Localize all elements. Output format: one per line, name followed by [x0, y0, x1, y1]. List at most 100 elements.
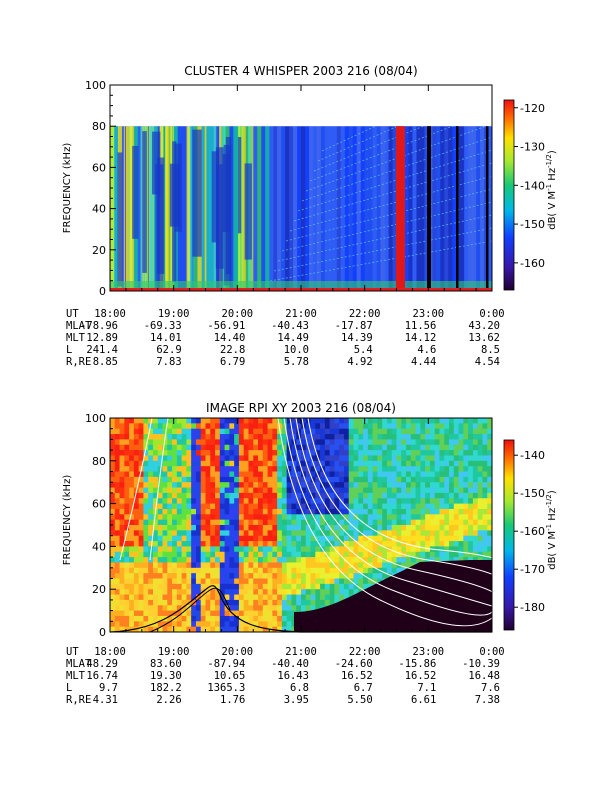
- ephemeris-value: -15.86: [398, 658, 436, 670]
- spectrogram-cell: [200, 444, 206, 451]
- ephemeris-value: 1365.3: [207, 682, 245, 694]
- spectrogram-cell: [157, 551, 164, 558]
- spectrogram-cell: [453, 450, 460, 456]
- spectrogram-cell: [200, 562, 206, 569]
- spectrogram-cell: [262, 615, 269, 622]
- spectrogram-cell: [195, 514, 202, 521]
- spectrogram-cell: [205, 460, 211, 467]
- spectrogram-cell: [238, 503, 245, 510]
- spectrogram-cell: [215, 476, 221, 483]
- spectrogram-cell: [119, 525, 125, 531]
- spectrogram-cell: [219, 530, 226, 537]
- spectrogram-cell: [219, 418, 226, 424]
- spectrogram-cell: [143, 471, 149, 478]
- spectrogram-cell: [133, 605, 140, 612]
- spectrogram-cell: [296, 594, 302, 601]
- spectrogram-cell: [129, 562, 135, 569]
- spectrogram-cell: [343, 541, 350, 547]
- ephemeris-value: 7.1: [417, 682, 436, 694]
- spectrogram-cell: [189, 126, 195, 288]
- spectrogram-cell: [157, 530, 164, 537]
- spectrogram-cell: [172, 514, 178, 521]
- spectrogram-cell: [219, 589, 226, 596]
- spectrogram-cell: [152, 610, 159, 617]
- spectrogram-cell: [272, 615, 278, 622]
- spectrogram-cell: [406, 551, 412, 558]
- spectrogram-cell: [114, 578, 121, 585]
- spectrogram-cell: [229, 615, 235, 622]
- spectrogram-cell: [334, 476, 340, 483]
- spectrogram-features-image: [109, 417, 514, 633]
- spectrogram-cell: [119, 423, 125, 430]
- spectrogram-cell: [148, 605, 154, 612]
- spectrogram-cell: [172, 471, 178, 478]
- spectrogram-cell: [310, 519, 316, 526]
- ephemeris-value: 13.62: [468, 332, 500, 344]
- spectrogram-cell: [320, 434, 326, 440]
- ephemeris-value: 4.54: [475, 356, 500, 368]
- spectrogram-cell: [363, 508, 369, 515]
- spectrogram-cell: [439, 551, 445, 558]
- spectrogram-cell: [372, 514, 378, 521]
- spectrogram-cell: [191, 567, 197, 574]
- spectrogram-cell: [468, 476, 474, 483]
- spectrogram-cell: [320, 439, 326, 446]
- spectrogram-cell: [129, 615, 135, 622]
- spectrogram-cell: [281, 541, 288, 547]
- spectrogram-cell: [296, 589, 302, 596]
- spectrogram-cell: [167, 589, 173, 596]
- spectrogram-cell: [487, 535, 492, 542]
- spectrogram-cell: [406, 460, 412, 467]
- ephemeris-value: 10.65: [214, 670, 246, 682]
- spectrogram-cell: [267, 476, 273, 483]
- spectrogram-cell: [191, 594, 197, 601]
- spectrogram-cell: [143, 487, 149, 494]
- spectrogram-cell: [305, 514, 312, 521]
- spectrogram-cell: [396, 508, 402, 515]
- spectrogram-cell: [124, 455, 130, 462]
- spectrogram-cell: [382, 423, 388, 430]
- spectrogram-cell: [110, 541, 116, 547]
- spectrogram-cell: [343, 434, 350, 440]
- spectrogram-cell: [382, 471, 388, 478]
- spectrogram-cell: [301, 541, 307, 547]
- spectrogram-cell: [377, 557, 383, 563]
- spectrogram-cell: [229, 498, 235, 505]
- spectrogram-cell: [205, 503, 211, 510]
- spectrogram-cell: [181, 514, 187, 521]
- ephemeris-value: 43.20: [468, 320, 500, 332]
- spectrogram-cell: [125, 126, 131, 288]
- spectrogram-cell: [468, 423, 474, 430]
- spectrogram-cell: [410, 535, 417, 542]
- spectrogram-cell: [167, 471, 173, 478]
- spectrogram-cell: [267, 546, 273, 553]
- spectrogram-cell: [229, 519, 235, 526]
- spectrogram-cell: [482, 535, 488, 542]
- spectrogram-cell: [124, 573, 130, 579]
- spectrogram-cell: [425, 508, 431, 515]
- spectrogram-cell: [229, 599, 235, 606]
- spectrogram-cell: [110, 599, 116, 606]
- spectrogram-cell: [143, 460, 149, 467]
- spectrogram-cell: [382, 434, 388, 440]
- spectrogram-cell: [477, 498, 483, 505]
- spectrogram-cell: [487, 434, 492, 440]
- spectrogram-cell: [401, 471, 407, 478]
- spectrogram-cell: [296, 514, 302, 521]
- spectrogram-cell: [329, 583, 335, 590]
- spectrogram-cell: [305, 594, 312, 601]
- spectrogram-cell: [277, 525, 283, 531]
- spectrogram-cell: [234, 514, 240, 521]
- spectrogram-cell: [272, 530, 278, 537]
- ephemeris-value: 5.50: [347, 694, 372, 706]
- spectrogram-cell: [186, 567, 192, 574]
- spectrogram-cell: [148, 525, 154, 531]
- spectrogram-cell: [110, 281, 492, 288]
- spectrogram-cell: [458, 455, 464, 462]
- spectrogram-cell: [176, 562, 183, 569]
- spectrogram-cell: [415, 418, 421, 424]
- spectrogram-cell: [296, 466, 302, 472]
- spectrogram-cell: [324, 487, 331, 494]
- spectrogram-cell: [200, 557, 206, 563]
- spectrogram-cell: [281, 444, 288, 451]
